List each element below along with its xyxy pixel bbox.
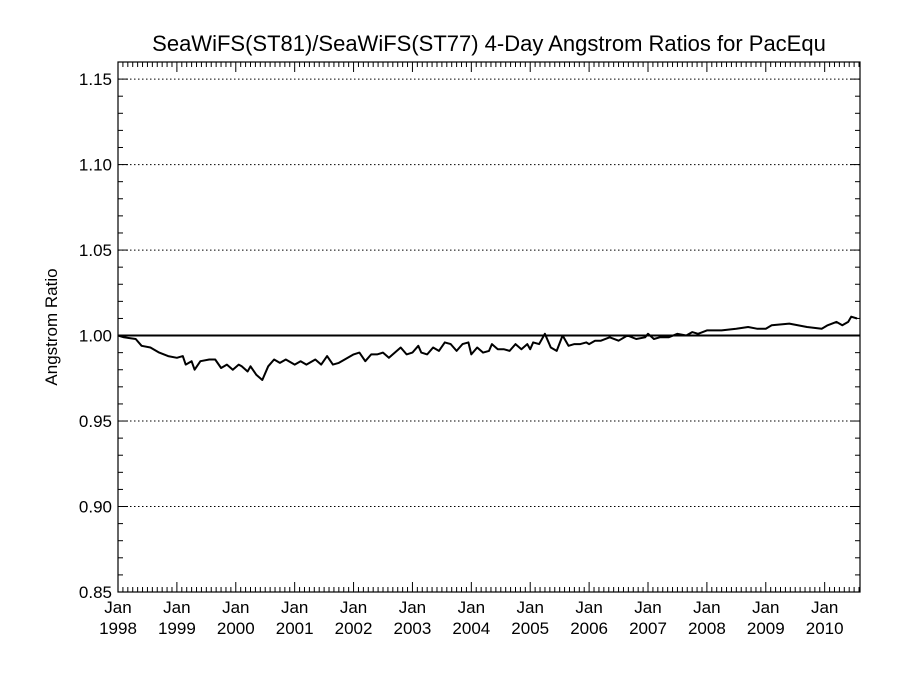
x-tick-label-month: Jan (340, 598, 367, 617)
x-tick-label-year: 1999 (158, 619, 196, 638)
x-tick-label-year: 2007 (629, 619, 667, 638)
x-tick-label-month: Jan (222, 598, 249, 617)
x-tick-label-year: 2001 (276, 619, 314, 638)
gridlines (118, 78, 860, 508)
y-axis-label: Angstrom Ratio (42, 268, 61, 385)
x-tick-label-year: 2009 (747, 619, 785, 638)
x-tick-label-year: 2006 (570, 619, 608, 638)
x-tick-label-year: 1998 (99, 619, 137, 638)
y-tick-label: 1.05 (79, 241, 112, 260)
axis-ticks (117, 61, 860, 593)
y-tick-label: 1.15 (79, 70, 112, 89)
x-tick-label-year: 2000 (217, 619, 255, 638)
x-tick-label-year: 2004 (452, 619, 490, 638)
x-tick-label-year: 2008 (688, 619, 726, 638)
y-tick-label: 1.10 (79, 156, 112, 175)
x-tick-label-month: Jan (634, 598, 661, 617)
x-tick-labels: Jan 1998 Jan 1999 Jan 2000 Jan 2001 Jan 2002 Jan 20… (99, 598, 843, 638)
x-tick-label-month: Jan (163, 598, 190, 617)
y-tick-label: 0.85 (79, 583, 112, 602)
y-tick-label: 0.95 (79, 412, 112, 431)
x-tick-label-month: Jan (458, 598, 485, 617)
x-tick-label-year: 2010 (806, 619, 844, 638)
x-tick-label-month: Jan (517, 598, 544, 617)
chart-title: SeaWiFS(ST81)/SeaWiFS(ST77) 4-Day Angstr… (152, 31, 826, 56)
series-line (117, 315, 858, 381)
x-tick-label-month: Jan (399, 598, 426, 617)
plot-frame (117, 61, 861, 593)
x-tick-label-month: Jan (811, 598, 838, 617)
x-tick-label-month: Jan (693, 598, 720, 617)
x-tick-label-month: Jan (752, 598, 779, 617)
x-tick-label-year: 2003 (394, 619, 432, 638)
x-tick-label-year: 2005 (511, 619, 549, 638)
x-tick-label-month: Jan (104, 598, 131, 617)
x-tick-label-month: Jan (281, 598, 308, 617)
y-tick-labels: 0.85 0.90 0.95 1.00 1.05 1.10 1.15 (79, 70, 112, 602)
y-tick-label: 0.90 (79, 498, 112, 517)
x-tick-label-month: Jan (575, 598, 602, 617)
x-tick-label-year: 2002 (335, 619, 373, 638)
y-tick-label: 1.00 (79, 327, 112, 346)
